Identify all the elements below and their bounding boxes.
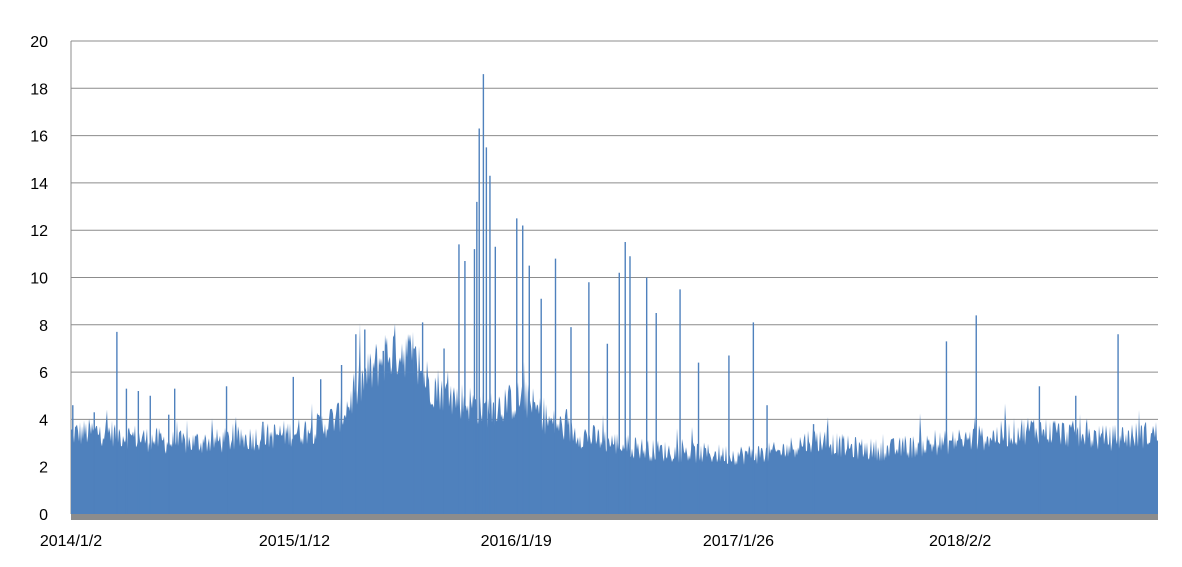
x-tick-label: 2018/2/2 [929, 533, 991, 550]
x-axis: 2014/1/2 2015/1/12 2016/1/19 2017/1/26 2018/… [40, 533, 992, 550]
y-tick-label: 14 [30, 176, 48, 193]
series-area-path [71, 322, 1158, 514]
series-spikes [72, 74, 1119, 514]
y-tick-label: 8 [39, 318, 48, 335]
y-tick-label: 10 [30, 271, 48, 288]
y-tick-label: 2 [39, 460, 48, 477]
x-tick-label: 2015/1/12 [259, 533, 330, 550]
x-axis-baseline [71, 514, 1158, 520]
y-tick-label: 6 [39, 365, 48, 382]
x-tick-label: 2016/1/19 [481, 533, 552, 550]
gridlines [70, 40, 1158, 514]
y-tick-label: 20 [30, 34, 48, 51]
y-axis: 0 2 4 6 8 10 12 14 16 18 20 [30, 34, 48, 524]
y-tick-label: 12 [30, 223, 48, 240]
series-area [71, 322, 1158, 514]
x-tick-label: 2014/1/2 [40, 533, 102, 550]
y-tick-label: 16 [30, 129, 48, 146]
y-tick-label: 4 [39, 412, 48, 429]
x-tick-label: 2017/1/26 [703, 533, 774, 550]
y-tick-label: 18 [30, 81, 48, 98]
y-tick-label: 0 [39, 507, 48, 524]
x-axis-bar [71, 514, 1158, 520]
